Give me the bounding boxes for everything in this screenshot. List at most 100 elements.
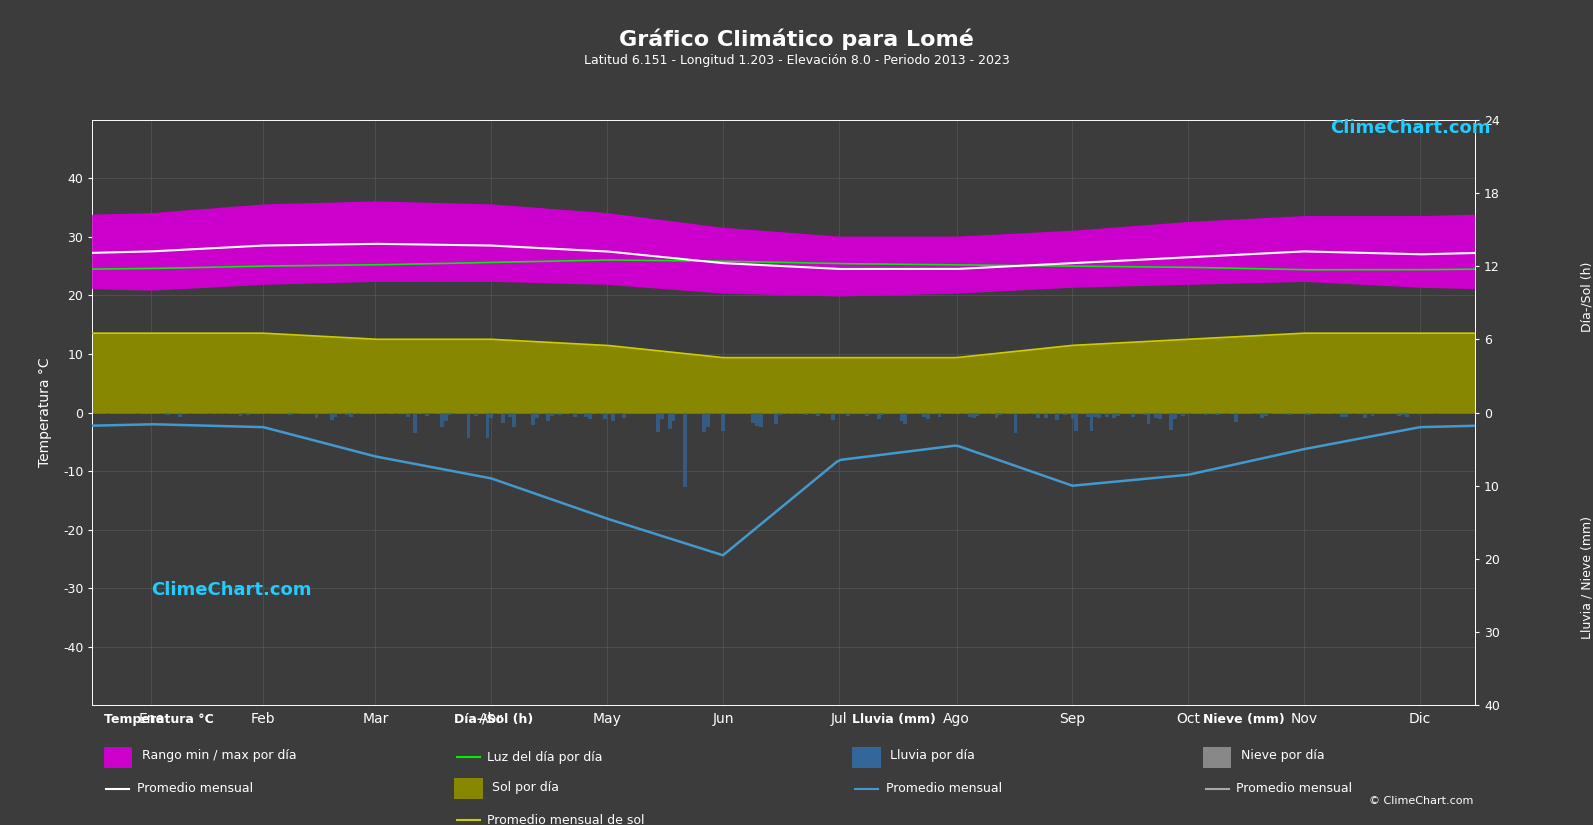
- Text: Promedio mensual de sol: Promedio mensual de sol: [487, 813, 645, 825]
- Bar: [414, 412, 417, 433]
- Bar: [1235, 412, 1238, 422]
- Bar: [706, 412, 710, 427]
- Bar: [604, 412, 607, 419]
- Text: Lluvia (mm): Lluvia (mm): [852, 713, 937, 726]
- Bar: [167, 412, 170, 415]
- Bar: [1131, 412, 1136, 417]
- Bar: [288, 412, 292, 415]
- Bar: [1364, 412, 1367, 418]
- Bar: [961, 412, 964, 414]
- Text: Día-/Sol (h): Día-/Sol (h): [1580, 262, 1593, 332]
- Bar: [988, 412, 991, 414]
- Text: Día-/Sol (h): Día-/Sol (h): [454, 713, 534, 726]
- Text: Rango min / max por día: Rango min / max por día: [142, 749, 296, 762]
- Bar: [467, 412, 470, 438]
- Bar: [722, 412, 725, 431]
- Bar: [1172, 412, 1177, 419]
- Bar: [914, 412, 919, 413]
- Bar: [714, 412, 717, 414]
- Bar: [832, 412, 835, 420]
- Bar: [588, 412, 593, 418]
- Bar: [926, 412, 930, 418]
- Bar: [451, 412, 456, 414]
- Text: Promedio mensual: Promedio mensual: [886, 782, 1002, 795]
- Bar: [585, 412, 588, 417]
- Bar: [440, 412, 444, 427]
- Bar: [1260, 412, 1265, 417]
- Bar: [1352, 412, 1356, 414]
- Bar: [500, 412, 505, 422]
- Bar: [1370, 412, 1375, 417]
- Bar: [508, 412, 513, 417]
- Bar: [903, 412, 908, 424]
- Bar: [1098, 412, 1101, 418]
- Bar: [618, 412, 623, 414]
- Bar: [486, 412, 489, 438]
- Bar: [820, 412, 824, 414]
- Bar: [1402, 412, 1405, 415]
- Bar: [941, 412, 945, 414]
- Bar: [683, 412, 687, 487]
- Bar: [217, 412, 220, 414]
- Bar: [1002, 412, 1007, 414]
- Bar: [1344, 412, 1348, 417]
- Bar: [667, 412, 672, 429]
- Bar: [346, 412, 349, 415]
- Bar: [1227, 412, 1230, 414]
- Bar: [1117, 412, 1120, 417]
- Bar: [1265, 412, 1268, 416]
- Bar: [881, 412, 884, 415]
- Bar: [900, 412, 903, 422]
- Bar: [292, 412, 296, 413]
- Bar: [330, 412, 333, 420]
- Bar: [623, 412, 626, 418]
- Bar: [846, 412, 851, 416]
- Bar: [615, 412, 618, 414]
- Bar: [1254, 412, 1257, 414]
- Text: Nieve (mm): Nieve (mm): [1203, 713, 1284, 726]
- Bar: [296, 412, 299, 414]
- Bar: [1093, 412, 1098, 417]
- Bar: [774, 412, 777, 424]
- Bar: [975, 412, 980, 416]
- Bar: [432, 412, 436, 414]
- Bar: [1268, 412, 1271, 414]
- Bar: [357, 412, 360, 414]
- Bar: [513, 412, 516, 427]
- Bar: [1043, 412, 1048, 418]
- Bar: [1333, 412, 1337, 414]
- Bar: [448, 412, 451, 415]
- Bar: [1215, 412, 1219, 415]
- Bar: [1435, 412, 1438, 414]
- Bar: [1169, 412, 1172, 430]
- Bar: [1056, 412, 1059, 420]
- Text: Nieve por día: Nieve por día: [1241, 749, 1324, 762]
- Text: Temperatura °C: Temperatura °C: [104, 713, 213, 726]
- Bar: [546, 412, 550, 422]
- Bar: [698, 412, 703, 413]
- Text: Latitud 6.151 - Longitud 1.203 - Elevación 8.0 - Periodo 2013 - 2023: Latitud 6.151 - Longitud 1.203 - Elevaci…: [583, 54, 1010, 67]
- Bar: [349, 412, 352, 417]
- Bar: [994, 412, 999, 417]
- Text: ClimeChart.com: ClimeChart.com: [151, 581, 312, 599]
- Bar: [178, 412, 182, 417]
- Bar: [1204, 412, 1207, 415]
- Text: Promedio mensual: Promedio mensual: [1236, 782, 1352, 795]
- Bar: [1112, 412, 1117, 417]
- Bar: [333, 412, 338, 417]
- Bar: [1158, 412, 1161, 419]
- Bar: [1106, 412, 1109, 417]
- Text: Lluvia por día: Lluvia por día: [890, 749, 975, 762]
- Bar: [1177, 412, 1180, 413]
- Bar: [1462, 412, 1466, 413]
- Bar: [1063, 412, 1067, 415]
- Bar: [793, 412, 796, 414]
- Bar: [406, 412, 409, 417]
- Bar: [395, 412, 398, 414]
- Bar: [190, 412, 193, 414]
- Bar: [421, 412, 425, 413]
- Bar: [242, 412, 247, 414]
- Text: Sol por día: Sol por día: [492, 780, 559, 794]
- Bar: [865, 412, 870, 416]
- Text: Gráfico Climático para Lomé: Gráfico Climático para Lomé: [620, 29, 973, 50]
